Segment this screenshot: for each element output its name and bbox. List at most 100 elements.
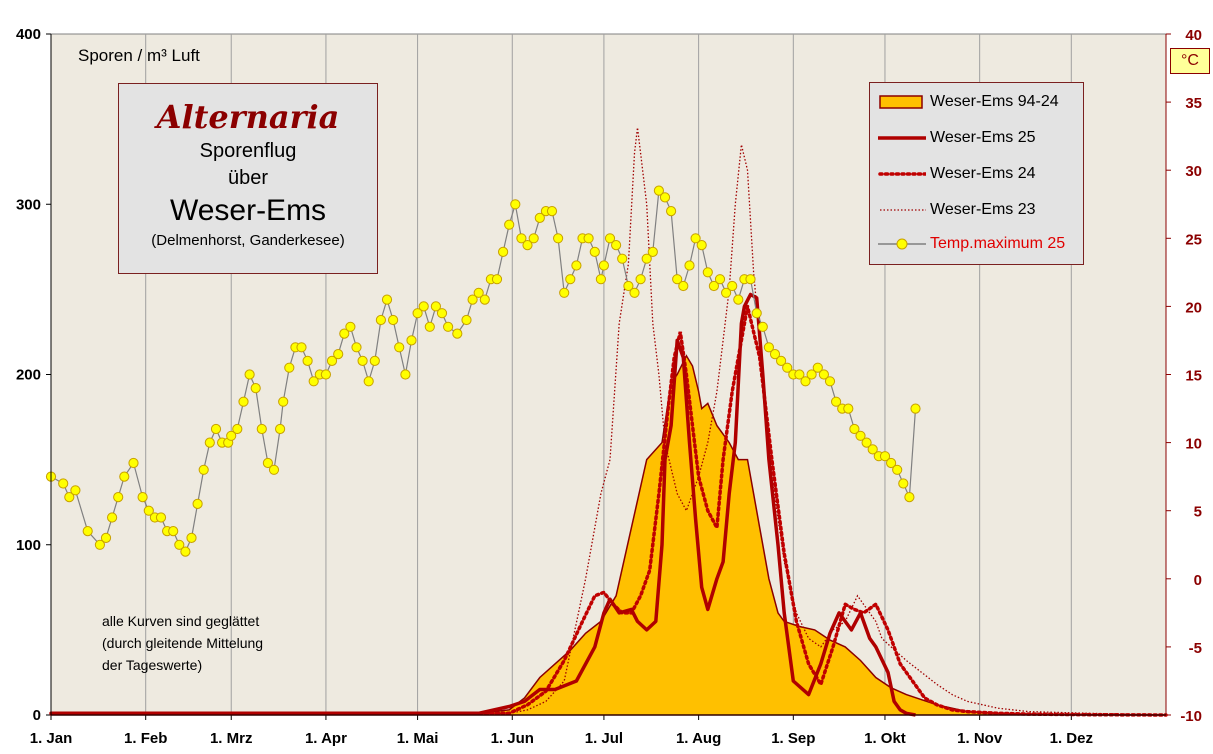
legend-label: Weser-Ems 23 bbox=[930, 201, 1036, 218]
temp-marker bbox=[559, 287, 570, 298]
temp-marker bbox=[892, 464, 903, 475]
legend-label: Weser-Ems 94-24 bbox=[930, 93, 1059, 110]
temp-marker bbox=[757, 321, 768, 332]
subtitle-line-1: Sporenflug bbox=[199, 140, 297, 162]
temp-marker bbox=[268, 464, 280, 475]
temp-marker bbox=[326, 355, 338, 366]
x-tick-label: 1. Dez bbox=[1050, 730, 1093, 747]
temp-marker bbox=[635, 274, 646, 285]
temp-marker bbox=[64, 492, 75, 503]
temp-marker bbox=[204, 437, 215, 448]
temp-marker bbox=[192, 498, 203, 509]
temp-marker bbox=[690, 233, 701, 244]
temp-marker bbox=[186, 532, 197, 544]
temp-marker bbox=[461, 314, 472, 326]
y2-tick-label: 25 bbox=[1185, 231, 1202, 248]
temp-marker bbox=[534, 212, 545, 223]
temp-marker bbox=[467, 294, 478, 305]
x-tick-label: 1. Jul bbox=[585, 730, 623, 747]
legend-swatch-thin-dotted bbox=[880, 209, 926, 211]
temp-marker bbox=[180, 546, 191, 557]
temp-marker bbox=[678, 280, 689, 292]
temp-marker bbox=[776, 355, 787, 366]
temp-marker bbox=[571, 260, 582, 271]
y2-tick-label: 40 bbox=[1185, 27, 1202, 44]
temp-marker bbox=[733, 294, 744, 305]
temp-marker bbox=[647, 246, 658, 257]
temp-marker bbox=[452, 328, 463, 339]
temp-marker bbox=[436, 308, 448, 319]
note-line: alle Kurven sind geglättet bbox=[102, 613, 260, 629]
temp-marker bbox=[659, 192, 671, 203]
temp-marker bbox=[345, 321, 356, 332]
temp-marker bbox=[278, 396, 289, 407]
temp-marker bbox=[604, 233, 616, 244]
temp-marker bbox=[198, 464, 209, 475]
x-tick-label: 1. Apr bbox=[305, 730, 347, 747]
temp-marker bbox=[904, 492, 915, 503]
temp-marker bbox=[629, 287, 640, 298]
temp-marker bbox=[751, 308, 762, 319]
y-tick-label: 100 bbox=[16, 537, 41, 554]
y2-tick-label: 35 bbox=[1185, 95, 1202, 112]
temp-marker bbox=[262, 457, 273, 469]
y-tick-label: 300 bbox=[16, 196, 41, 213]
x-tick-label: 1. Okt bbox=[864, 730, 906, 747]
temp-marker bbox=[528, 233, 539, 244]
x-tick-label: 1. Nov bbox=[957, 730, 1003, 747]
temp-marker bbox=[782, 362, 793, 373]
temp-marker bbox=[100, 532, 112, 544]
temp-marker bbox=[565, 274, 576, 285]
temp-marker bbox=[232, 423, 243, 435]
temp-marker bbox=[504, 219, 515, 230]
legend-item-23: Weser-Ems 23 bbox=[870, 195, 1083, 225]
temp-marker bbox=[388, 314, 399, 326]
series-line-23 bbox=[51, 127, 1167, 716]
temp-marker bbox=[745, 274, 756, 285]
temp-marker bbox=[351, 342, 362, 353]
temp-marker bbox=[806, 369, 817, 380]
temp-marker bbox=[861, 437, 872, 448]
temp-marker bbox=[769, 349, 781, 360]
y2-tick-label: 0 bbox=[1194, 572, 1202, 589]
legend-label: Weser-Ems 24 bbox=[930, 165, 1036, 182]
temp-marker bbox=[250, 383, 261, 394]
temp-marker bbox=[831, 396, 842, 407]
temp-marker bbox=[174, 539, 185, 550]
temp-marker bbox=[653, 185, 665, 196]
temp-marker bbox=[296, 342, 307, 353]
legend-item-25: Weser-Ems 25 bbox=[870, 123, 1083, 153]
legend-swatch-solid bbox=[878, 136, 926, 140]
temp-marker bbox=[70, 485, 81, 496]
temp-marker bbox=[400, 369, 411, 380]
temp-marker bbox=[443, 321, 454, 332]
legend-swatch-area bbox=[879, 95, 923, 109]
temp-marker bbox=[394, 342, 405, 353]
temp-marker bbox=[381, 294, 393, 305]
temp-marker bbox=[479, 294, 490, 305]
temp-marker bbox=[595, 274, 607, 285]
temp-marker bbox=[473, 287, 484, 298]
temp-marker bbox=[137, 492, 148, 503]
temp-marker bbox=[611, 240, 622, 251]
legend-label: Temp.maximum 25 bbox=[930, 235, 1066, 252]
temp-marker bbox=[333, 349, 344, 360]
temp-marker bbox=[702, 267, 713, 278]
temp-marker bbox=[491, 274, 503, 285]
note-line: (durch gleitende Mittelung bbox=[102, 635, 264, 651]
temp-marker bbox=[867, 444, 878, 455]
y2-tick-label: 5 bbox=[1194, 504, 1202, 521]
note-line: der Tageswerte) bbox=[102, 657, 203, 673]
temp-marker bbox=[302, 355, 313, 366]
temp-marker bbox=[721, 287, 732, 298]
temp-marker bbox=[898, 478, 909, 489]
temp-marker bbox=[849, 423, 860, 435]
legend-swatch-temp bbox=[878, 238, 926, 250]
temp-marker bbox=[672, 274, 683, 285]
legend-item-temp: Temp.maximum 25 bbox=[870, 229, 1083, 259]
temp-marker bbox=[498, 246, 509, 257]
y2-tick-label: 30 bbox=[1185, 163, 1202, 180]
smoothing-note: alle Kurven sind geglättet (durch gleite… bbox=[102, 610, 263, 676]
temp-marker bbox=[800, 376, 811, 387]
x-tick-label: 1. Feb bbox=[124, 730, 167, 747]
